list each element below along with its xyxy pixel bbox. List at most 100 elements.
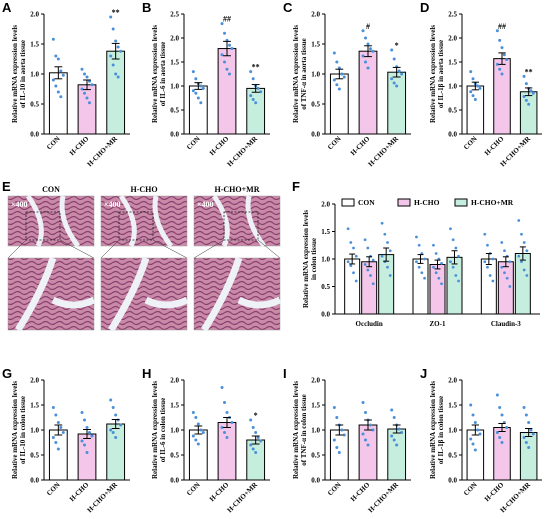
data-point	[254, 101, 258, 105]
bar	[106, 50, 126, 135]
data-point	[437, 276, 441, 280]
data-point	[508, 260, 512, 264]
data-point	[469, 437, 473, 441]
legend-label: H-CHO	[414, 198, 440, 207]
y-tick-label: 1.5	[30, 41, 39, 49]
y-tick-label: 0.5	[321, 283, 330, 291]
y-tick-label: 0.5	[448, 107, 457, 115]
x-tick-label: H-CHO+MR	[367, 480, 401, 514]
panel-label: C	[283, 0, 293, 15]
data-point	[469, 70, 473, 74]
significance-label: #	[366, 22, 370, 31]
data-point	[483, 232, 487, 236]
data-point	[220, 426, 224, 429]
y-tick-label: 1.5	[448, 59, 457, 67]
data-point	[109, 398, 113, 402]
data-point	[196, 422, 200, 426]
significance-label: *	[254, 411, 258, 420]
data-point	[90, 434, 94, 438]
x-tick-label: H-CHO	[68, 480, 91, 503]
y-tick-label: 0.0	[321, 311, 330, 319]
data-point	[83, 72, 87, 76]
data-point	[191, 434, 195, 438]
y-tick-label: 1.5	[448, 402, 457, 410]
x-tick-label: CON	[326, 481, 343, 498]
y-tick-label: 0.0	[30, 131, 39, 139]
y-axis-label-line: Relative mRNA expression levels	[292, 381, 300, 479]
data-point	[369, 274, 372, 277]
x-tick-label: H-CHO+MR	[226, 134, 260, 168]
data-point	[524, 441, 528, 444]
x-tick-label: H-CHO+MR	[367, 134, 401, 168]
y-tick-label: 2.0	[30, 11, 39, 19]
data-point	[361, 54, 365, 58]
x-tick-label: Occludin	[356, 320, 383, 328]
bar	[493, 427, 511, 481]
y-axis-label-line: Relative mRNA expression levels	[429, 381, 437, 479]
data-point	[495, 62, 499, 66]
data-point	[366, 246, 370, 250]
image-title: H-CHO+MR	[215, 185, 260, 194]
data-point	[392, 438, 396, 442]
data-point	[230, 47, 234, 51]
data-point	[354, 279, 358, 283]
data-point	[346, 227, 350, 231]
data-point	[524, 82, 528, 86]
y-tick-label: 1.5	[321, 228, 330, 236]
data-point	[371, 49, 375, 53]
y-axis-label: Relative mRNA expression levelsin colon …	[302, 210, 318, 308]
data-point	[498, 67, 502, 71]
data-point	[434, 252, 438, 255]
y-axis-label-line: Relative mRNA expression levels	[151, 25, 159, 123]
significance-label: **	[252, 63, 260, 72]
panel-label: H	[142, 366, 151, 381]
y-tick-label: 1.0	[30, 427, 39, 435]
data-point	[114, 39, 118, 43]
y-axis-label-line: of IL-6 in aorta tissue	[159, 42, 167, 107]
data-point	[380, 254, 384, 258]
data-point	[486, 243, 489, 247]
zoom-line	[100, 239, 120, 259]
data-point	[397, 69, 401, 73]
septa	[15, 256, 96, 332]
data-point	[498, 406, 502, 409]
bar	[77, 84, 97, 135]
bar	[466, 85, 485, 135]
data-point	[417, 265, 421, 269]
data-point	[56, 90, 60, 94]
data-point	[531, 432, 535, 436]
data-point	[525, 249, 529, 253]
data-point	[111, 63, 115, 67]
data-point	[392, 81, 396, 85]
zoom-line	[257, 239, 281, 259]
data-point	[109, 428, 113, 432]
y-tick-label: 0.5	[170, 452, 179, 460]
y-tick-label: 0.0	[311, 131, 320, 139]
data-point	[220, 53, 224, 57]
data-point	[259, 439, 263, 443]
y-axis-label-line: Relative mRNA expression levels	[151, 381, 159, 479]
data-point	[346, 260, 350, 264]
data-point	[495, 431, 499, 434]
y-axis-label-line: of IL-1β in colon tissue	[437, 396, 445, 464]
x-tick-label: CON	[462, 481, 479, 498]
data-point	[527, 446, 531, 449]
y-axis-label: Relative mRNA expression levelsof IL-1β …	[429, 381, 445, 479]
data-point	[508, 285, 512, 288]
data-point	[383, 232, 387, 236]
data-point	[230, 421, 234, 424]
bar	[217, 422, 237, 481]
bar	[446, 256, 463, 315]
data-point	[366, 443, 370, 447]
data-point	[85, 426, 89, 429]
data-point	[335, 83, 339, 87]
septa	[118, 194, 173, 248]
data-point	[392, 416, 396, 419]
data-point	[505, 276, 509, 280]
zoom-line	[59, 239, 95, 259]
panel-I: I Relative mRNA expression levelsof TNF-α…	[283, 366, 411, 514]
data-point	[529, 428, 533, 432]
data-point	[434, 271, 438, 275]
